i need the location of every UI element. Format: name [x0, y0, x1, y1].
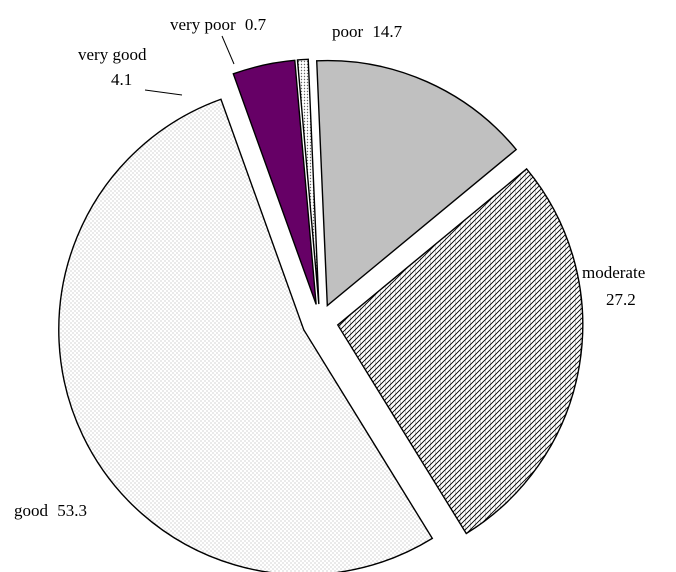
leader-lines [144, 35, 235, 96]
label-very-poor: very poor 0.7 [170, 15, 267, 34]
label-moderate-value: 27.2 [606, 290, 636, 309]
label-good-value: 53.3 [57, 501, 87, 520]
slice-very-poor [296, 58, 320, 305]
label-very-good-name: very good [78, 45, 147, 64]
label-poor-value: 14.7 [372, 22, 402, 41]
slice-poor [315, 59, 518, 307]
label-poor: poor 14.7 [332, 22, 403, 41]
label-good-name: good [14, 501, 49, 520]
label-poor-name: poor [332, 22, 364, 41]
slice-moderate [336, 167, 584, 535]
slice-good [58, 98, 434, 572]
label-very-poor-value: 0.7 [245, 15, 267, 34]
leader-very-good [144, 89, 183, 96]
slice-very-good [232, 59, 317, 305]
pie-labels: very poor 0.7 poor 14.7 very good 4.1 mo… [14, 15, 645, 520]
label-moderate-name: moderate [582, 263, 645, 282]
pie-slices [58, 58, 584, 572]
label-very-poor-name: very poor [170, 15, 236, 34]
leader-very-poor [221, 35, 235, 65]
label-very-good-value: 4.1 [111, 70, 132, 89]
label-good: good 53.3 [14, 501, 87, 520]
